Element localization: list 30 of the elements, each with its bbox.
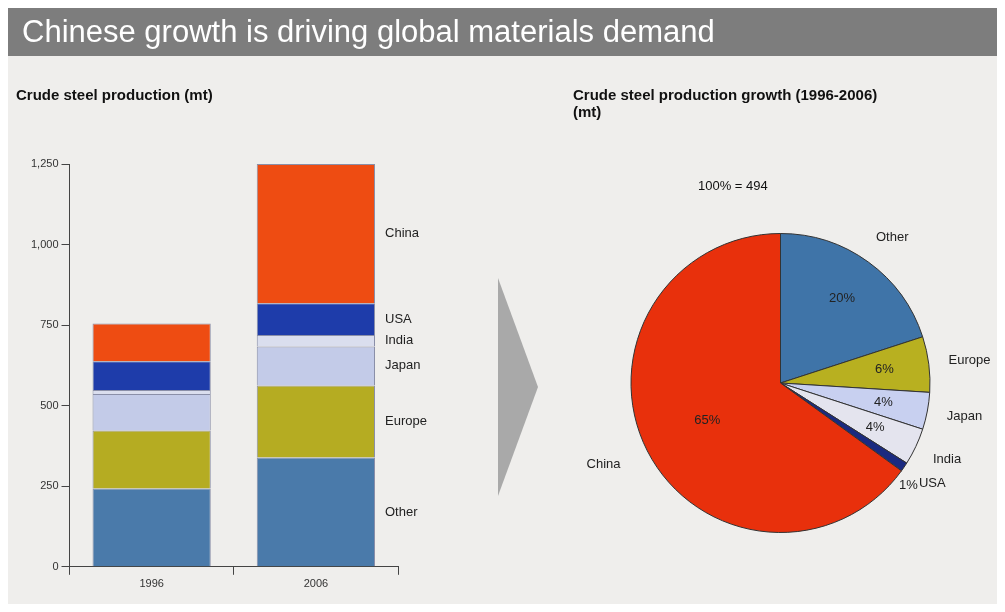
slice-label: Japan <box>946 408 983 424</box>
slice-label: India <box>932 451 962 467</box>
x-tick-label: 2006 <box>303 577 329 590</box>
data-label: 65% <box>694 411 721 427</box>
chart-subtitle: 100% = 494 <box>698 178 768 193</box>
y-tick-label: 1,250 <box>31 157 59 170</box>
data-label: 20% <box>829 289 856 305</box>
series-label: Europe <box>385 413 427 429</box>
chart-title: Crude steel production growth (1996-2006) (mt) <box>573 86 879 120</box>
data-label: 1% <box>898 476 919 492</box>
x-tick-label: 1996 <box>139 577 164 590</box>
series-label: Other <box>385 503 419 519</box>
data-label: 4% <box>873 394 894 410</box>
slice-label: USA <box>918 475 947 491</box>
slice-label: Europe <box>948 352 991 368</box>
chart-title: Chinese growth is driving global materials demand <box>8 8 997 56</box>
data-label: 6% <box>874 361 895 377</box>
series-label: Japan <box>385 357 421 373</box>
y-tick-label: 0 <box>52 559 59 572</box>
y-tick-label: 250 <box>40 479 59 492</box>
series-label: China <box>385 225 420 241</box>
y-tick-label: 1,000 <box>31 237 59 250</box>
series-label: USA <box>385 310 413 326</box>
slice-label: Other <box>876 229 910 245</box>
data-label: 4% <box>865 419 886 435</box>
y-tick-label: 750 <box>40 318 59 331</box>
y-axis-title: Crude steel production (mt) <box>16 86 214 103</box>
slice-label: China <box>586 456 622 472</box>
series-label: India <box>385 332 414 348</box>
y-tick-label: 500 <box>40 398 59 411</box>
